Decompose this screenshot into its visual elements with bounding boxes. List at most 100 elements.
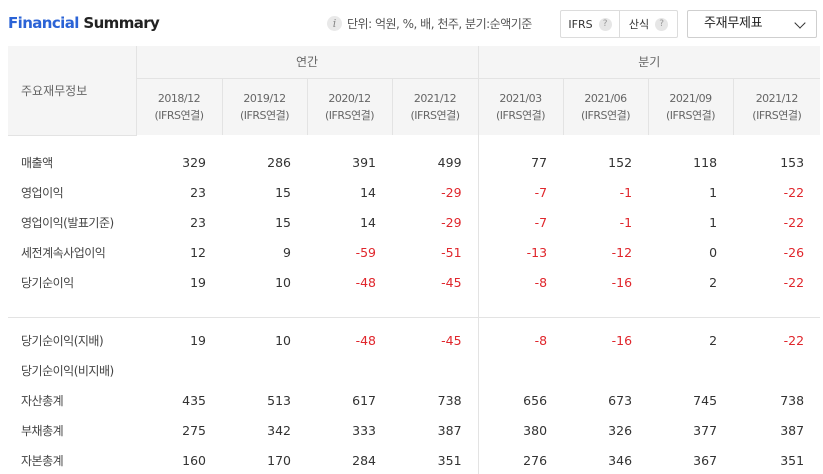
table-cell: 329 [182,154,206,170]
statement-type-select[interactable]: 주재무제표 [687,10,817,38]
table-cell: 152 [608,154,633,170]
table-cell: 2 [709,274,718,290]
period-date: 2020/12 [328,91,371,105]
period-date: 2018/12 [157,91,201,105]
table-cell [392,355,479,385]
table-cell: -1 [619,214,633,230]
table-cell: 377 [693,422,718,438]
ifrs-toggle[interactable]: IFRS ? [561,11,620,37]
table-row: 세전계속사업이익 12 9 -59 -51 -13 -12 0 -26 [8,237,820,267]
table-cell: -13 [526,244,548,260]
table-cell: 745 [693,392,718,408]
table-cell: -51 [392,237,479,267]
table-cell: -48 [355,274,376,290]
ifrs-label: IFRS [568,17,593,31]
title-summary: Summary [78,14,160,32]
table-cell: 276 [523,452,548,468]
period-basis: (IFRS연결) [154,108,204,122]
table-cell: 367 [693,452,718,468]
table-cell: 387 [780,422,805,438]
table-cell: 351 [780,452,805,468]
table-cell: 77 [531,154,548,170]
section-divider [8,297,821,318]
title-financial: Financial [8,14,79,32]
table-cell: 617 [352,392,376,408]
table-cell: 2 [709,332,718,348]
table-cell: 160 [182,452,206,468]
table-cell: 14 [360,184,376,200]
table-cell: 435 [182,392,206,408]
table-cell: 19 [190,332,206,348]
row-label: 영업이익(발표기준) [21,215,114,230]
period-header: 2021/12 (IFRS연결) [733,78,821,135]
table-cell: 738 [780,392,805,408]
row-label: 영업이익 [21,185,64,200]
table-cell: 342 [267,422,291,438]
period-header: 2021/06 (IFRS연결) [563,78,649,135]
table-cell: 673 [608,392,633,408]
table-cell: 23 [190,184,206,200]
row-label: 자본총계 [21,453,64,468]
table-cell: 346 [608,452,633,468]
table-cell: 391 [352,154,376,170]
table-row: 영업이익 23 15 14 -29 -7 -1 1 -22 [8,177,820,207]
table-cell: -8 [534,332,548,348]
table-row: 영업이익(발표기준) 23 15 14 -29 -7 -1 1 -22 [8,207,820,237]
row-header-label: 주요재무정보 [8,46,137,136]
row-label: 당기순이익(비지배) [21,363,114,378]
period-date: 2021/06 [584,91,627,105]
period-date: 2021/09 [669,91,712,105]
table-cell: -45 [392,317,479,355]
period-basis: (IFRS연결) [496,108,546,122]
table-cell: -16 [611,332,633,348]
table-cell: 0 [709,244,718,260]
period-basis: (IFRS연결) [410,108,461,122]
table-cell: 118 [693,154,718,170]
table-cell: 10 [275,274,291,290]
table-cell: 275 [182,422,206,438]
row-label: 부채총계 [21,423,64,438]
table-cell: 656 [523,392,548,408]
table-cell: 19 [190,274,206,290]
table-cell: -22 [783,184,805,200]
chevron-down-icon [794,17,806,29]
table-cell [222,355,307,385]
table-cell: 23 [190,214,206,230]
table-row: 자산총계 435 513 617 738 656 673 745 738 [8,385,820,415]
statement-type-value: 주재무제표 [704,16,763,31]
table-cell: 15 [275,214,291,230]
table-cell [648,355,733,385]
basis-toggle-group: IFRS ? 산식 ? [560,10,678,38]
table-cell: 15 [275,184,291,200]
table-cell: 326 [608,422,633,438]
period-header: 2021/09 (IFRS연결) [648,78,734,135]
question-icon[interactable]: ? [655,17,669,31]
table-cell [478,355,563,385]
table-row: 매출액 329 286 391 499 77 152 118 153 [8,135,820,177]
table-cell: 1 [709,214,718,230]
info-icon[interactable]: i [327,16,342,31]
table-row: 자본총계 160 170 284 351 276 346 367 351 [8,445,820,474]
period-header: 2021/03 (IFRS연결) [478,78,564,135]
table-cell: -16 [611,274,633,290]
row-label: 매출액 [21,155,53,170]
table-cell: 153 [780,154,805,170]
row-label: 자산총계 [21,393,64,408]
period-basis: (IFRS연결) [752,108,802,122]
question-icon[interactable]: ? [598,17,612,31]
formula-toggle[interactable]: 산식 ? [620,11,677,37]
table-cell: -12 [611,244,633,260]
table-cell: -26 [783,244,805,260]
table-row: 당기순이익(비지배) [8,355,820,385]
table-cell: -45 [392,267,479,297]
period-header: 2021/12 (IFRS연결) [392,78,479,135]
table-cell: 738 [392,385,479,415]
period-header: 2020/12 (IFRS연결) [307,78,393,135]
table-cell: -22 [783,214,805,230]
table-cell: 286 [267,154,291,170]
period-date: 2021/03 [499,91,542,105]
table-cell [307,355,392,385]
row-label: 세전계속사업이익 [21,245,106,260]
table-cell: -48 [355,332,376,348]
table-body: 매출액 329 286 391 499 77 152 118 153 영업이익 23 15 14 -29-… [8,135,821,474]
